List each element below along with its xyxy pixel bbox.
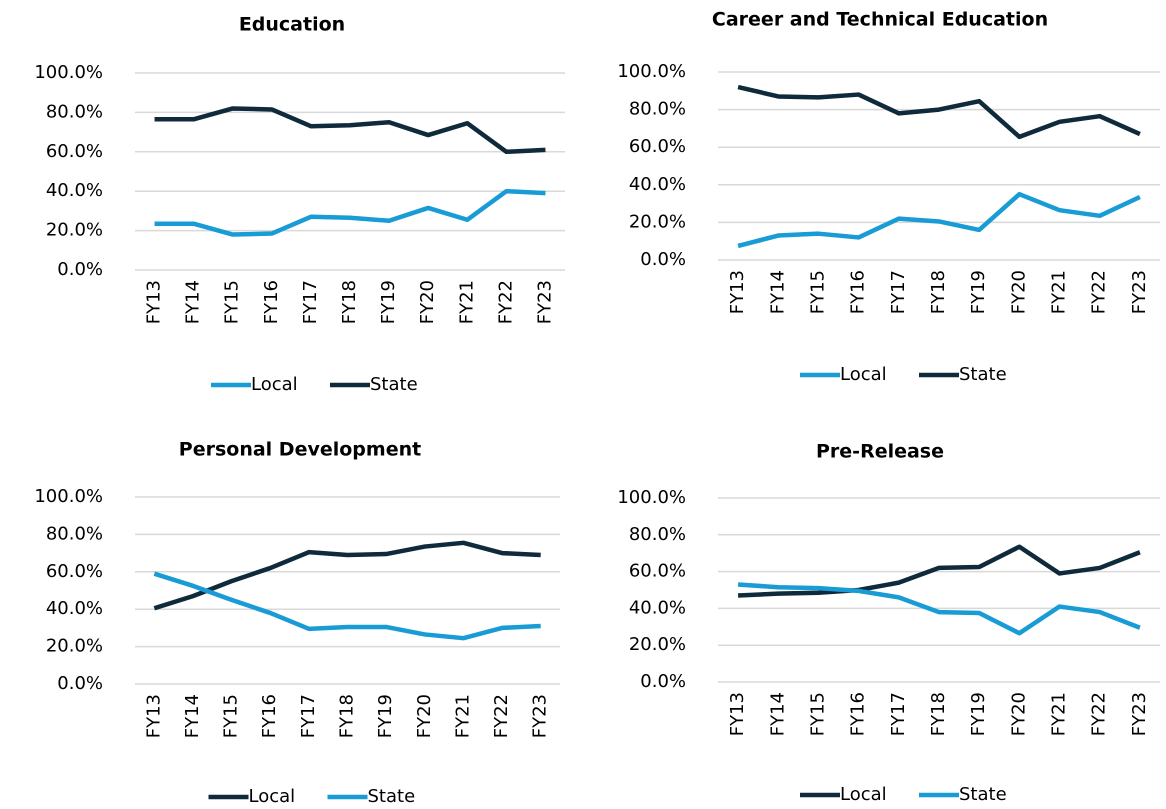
x-tick-label: FY18 [928, 270, 949, 314]
chart-panel: Education 0.0% 20.0% 40.0% 60.0% 80.0% 100.0% F… [34, 14, 565, 395]
y-tick-label: 100.0% [617, 487, 686, 508]
x-tick-label: FY16 [259, 694, 280, 738]
x-tick-label: FY22 [495, 280, 516, 324]
chart-title: Education [239, 14, 345, 36]
line [153, 571, 541, 641]
y-tick-label: 40.0% [46, 180, 103, 201]
x-tick-label: FY19 [378, 280, 399, 324]
x-tick-label: FY14 [182, 694, 203, 738]
y-tick-label: 100.0% [34, 486, 103, 507]
x-tick-label: FY17 [300, 280, 321, 324]
y-tick-label: 60.0% [629, 136, 686, 157]
x-tick-label: FY18 [928, 692, 949, 736]
y-tick-label: 40.0% [629, 597, 686, 618]
y-tick-label: 80.0% [46, 523, 103, 544]
y-tick-label: 0.0% [640, 671, 686, 692]
line [154, 188, 546, 237]
legend-label: Local [249, 786, 296, 807]
x-tick-label: FY22 [1089, 692, 1110, 736]
y-tick-label: 100.0% [34, 62, 103, 83]
line [737, 544, 1141, 598]
y-tick-label: 40.0% [629, 174, 686, 195]
x-tick-label: FY14 [767, 270, 788, 314]
x-tick-label: FY13 [727, 692, 748, 736]
chart-title: Pre-Release [816, 441, 944, 463]
legend-label: State [368, 786, 416, 807]
x-tick-label: FY19 [968, 692, 989, 736]
x-tick-label: FY18 [337, 694, 358, 738]
line [737, 191, 1141, 249]
legend-label: Local [840, 364, 887, 385]
x-tick-label: FY20 [414, 694, 435, 738]
legend-label: Local [840, 784, 887, 805]
x-tick-label: FY23 [1129, 270, 1150, 314]
x-tick-label: FY16 [261, 280, 282, 324]
y-tick-label: 20.0% [46, 636, 103, 657]
chart-title: Career and Technical Education [712, 9, 1048, 31]
x-tick-label: FY23 [530, 694, 551, 738]
x-tick-label: FY15 [807, 270, 828, 314]
x-tick-label: FY20 [1008, 692, 1029, 736]
y-tick-label: 80.0% [629, 99, 686, 120]
x-tick-label: FY17 [888, 270, 909, 314]
y-tick-label: 0.0% [57, 259, 103, 280]
x-tick-label: FY23 [1129, 692, 1150, 736]
x-tick-label: FY15 [222, 280, 243, 324]
y-tick-label: 80.0% [629, 524, 686, 545]
x-tick-label: FY21 [1049, 692, 1070, 736]
chart-panel: Personal Development 0.0% 20.0% 40.0% 60.0% 8… [34, 439, 560, 807]
legend-label: Local [251, 374, 298, 395]
x-tick-label: FY22 [1089, 270, 1110, 314]
x-tick-label: FY21 [1049, 270, 1070, 314]
x-tick-label: FY22 [491, 694, 512, 738]
chart-panel: Career and Technical Education 0.0% 20.0% 4… [617, 9, 1160, 385]
x-tick-label: FY20 [417, 280, 438, 324]
y-tick-label: 0.0% [57, 673, 103, 694]
x-tick-label: FY15 [807, 692, 828, 736]
line [737, 84, 1141, 140]
y-tick-label: 80.0% [46, 101, 103, 122]
x-tick-label: FY21 [452, 694, 473, 738]
chart-panel: Pre-Release 0.0% 20.0% 40.0% 60.0% 80.0% 100.0… [617, 441, 1160, 805]
x-tick-label: FY18 [339, 280, 360, 324]
y-tick-label: 0.0% [640, 249, 686, 270]
x-tick-label: FY17 [888, 692, 909, 736]
y-tick-label: 60.0% [46, 561, 103, 582]
x-tick-label: FY19 [375, 694, 396, 738]
x-tick-label: FY20 [1008, 270, 1029, 314]
line [737, 582, 1141, 636]
legend-label: State [370, 374, 418, 395]
y-tick-label: 60.0% [629, 561, 686, 582]
x-tick-label: FY13 [144, 280, 165, 324]
y-tick-label: 20.0% [46, 220, 103, 241]
legend-label: State [959, 364, 1007, 385]
y-tick-label: 100.0% [617, 61, 686, 82]
x-tick-label: FY19 [968, 270, 989, 314]
x-tick-label: FY16 [848, 270, 869, 314]
line [154, 106, 546, 155]
legend-label: State [959, 784, 1007, 805]
x-tick-label: FY14 [767, 692, 788, 736]
y-tick-label: 20.0% [629, 211, 686, 232]
chart-title: Personal Development [179, 439, 421, 461]
x-tick-label: FY13 [143, 694, 164, 738]
x-tick-label: FY13 [727, 270, 748, 314]
x-tick-label: FY14 [183, 280, 204, 324]
x-tick-label: FY23 [534, 280, 555, 324]
y-tick-label: 60.0% [46, 141, 103, 162]
y-tick-label: 20.0% [629, 634, 686, 655]
x-tick-label: FY16 [848, 692, 869, 736]
line [153, 540, 541, 611]
x-tick-label: FY21 [456, 280, 477, 324]
x-tick-label: FY17 [298, 694, 319, 738]
y-tick-label: 40.0% [46, 598, 103, 619]
x-tick-label: FY15 [221, 694, 242, 738]
